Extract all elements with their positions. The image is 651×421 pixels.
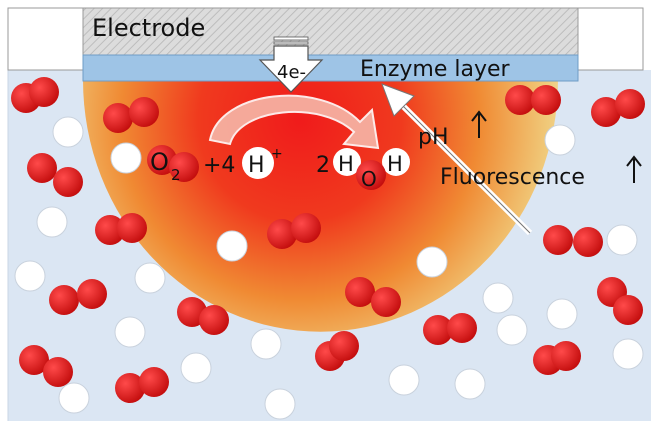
water-h-right	[382, 148, 410, 176]
oxygen-atom-16-1	[551, 341, 581, 371]
diagonal-arrow-icon	[381, 83, 533, 236]
oxygen-atom-13-0	[591, 97, 621, 127]
hydrogen-ion-0	[52, 116, 84, 148]
oxygen-atom-0-1	[29, 77, 59, 107]
hydrogen-ion-7	[180, 352, 212, 384]
product-equation: 2 H H O	[316, 148, 410, 191]
hydrogen-ion-12	[416, 246, 448, 278]
oxygen-atom-15-1	[613, 295, 643, 325]
hydrogen-ion-5	[114, 316, 146, 348]
oxygen-atom-9-1	[371, 287, 401, 317]
oxygen-atom-14-0	[543, 225, 573, 255]
proton-sphere	[242, 147, 274, 179]
reactant-equation: O 2 +4 H +	[147, 145, 283, 184]
water-h-left	[333, 148, 361, 176]
hydrogen-ion-16	[544, 124, 576, 156]
fluorescence-label: Fluorescence	[440, 165, 585, 190]
hydrogen-ion-4	[134, 262, 166, 294]
hydrogen-ion-18	[612, 338, 644, 370]
hydrogen-ion-3	[14, 260, 46, 292]
product-coefficient: 2	[316, 153, 330, 178]
oxygen-atom-5-1	[199, 305, 229, 335]
ph-label: pH	[418, 125, 449, 150]
enzyme-layer-bar	[82, 54, 579, 82]
plus-four: +4	[203, 153, 235, 178]
hydrogen-ion-2	[36, 206, 68, 238]
hydrogen-ion-14	[496, 314, 528, 346]
oxygen-atom-1-0	[103, 103, 133, 133]
o2-subscript: 2	[171, 166, 181, 184]
oxygen-atom-8-0	[267, 219, 297, 249]
water-h-left-label: H	[338, 152, 354, 176]
oxygen-atom-8-1	[291, 213, 321, 243]
hydrogen-ion-6	[58, 382, 90, 414]
proton-h-label: H	[248, 153, 265, 178]
water-h-right-label: H	[387, 152, 403, 176]
oxygen-atom-3-1	[117, 213, 147, 243]
o2-molecule-right-atom	[169, 152, 199, 182]
hydrogen-ion-9	[250, 328, 282, 360]
oxygen-atom-1-1	[129, 97, 159, 127]
electrode-body	[82, 7, 579, 56]
water-oxygen	[356, 160, 386, 190]
hydrogen-ion-1	[110, 142, 142, 174]
oxygen-atom-6-1	[43, 357, 73, 387]
hydrogen-ion-15	[546, 298, 578, 330]
oxygen-atom-4-0	[49, 285, 79, 315]
hydrogen-ion-13	[482, 282, 514, 314]
down-arrow-icon	[258, 36, 324, 93]
water-o-label: O	[361, 167, 377, 191]
hydrogen-ion-8	[216, 230, 248, 262]
oxygen-atom-10-1	[447, 313, 477, 343]
oxygen-atom-7-0	[115, 373, 145, 403]
electrode-label: Electrode	[92, 14, 205, 42]
oxygen-atom-10-0	[423, 315, 453, 345]
oxygen-atom-12-1	[531, 85, 561, 115]
oxygen-atom-2-0	[27, 153, 57, 183]
hydrogen-ion-17	[606, 224, 638, 256]
enzyme-layer-label: Enzyme layer	[360, 57, 511, 82]
curved-arrow-icon	[208, 94, 380, 150]
oxygen-atom-9-0	[345, 277, 375, 307]
electrode-right-white	[577, 7, 644, 71]
oxygen-atom-14-1	[573, 227, 603, 257]
oxygen-atom-4-1	[77, 279, 107, 309]
proton-plus-sign: +	[271, 146, 283, 162]
oxygen-atom-12-0	[505, 85, 535, 115]
molecules-layer	[11, 77, 645, 420]
o2-label: O	[150, 148, 169, 176]
oxygen-atom-6-0	[19, 345, 49, 375]
oxygen-atom-11-1	[329, 331, 359, 361]
hydrogen-ion-10	[264, 388, 296, 420]
hydrogen-ion-19	[454, 368, 486, 400]
hydrogen-ion-11	[388, 364, 420, 396]
oxygen-atom-3-0	[95, 215, 125, 245]
oxygen-atom-7-1	[139, 367, 169, 397]
electrode-left-white	[7, 7, 84, 71]
fluorescence-up-arrow-icon	[626, 155, 642, 183]
oxygen-atom-13-1	[615, 89, 645, 119]
oxygen-atom-2-1	[53, 167, 83, 197]
ph-up-arrow-icon	[471, 110, 487, 138]
electrons-label: 4e-	[277, 62, 306, 83]
